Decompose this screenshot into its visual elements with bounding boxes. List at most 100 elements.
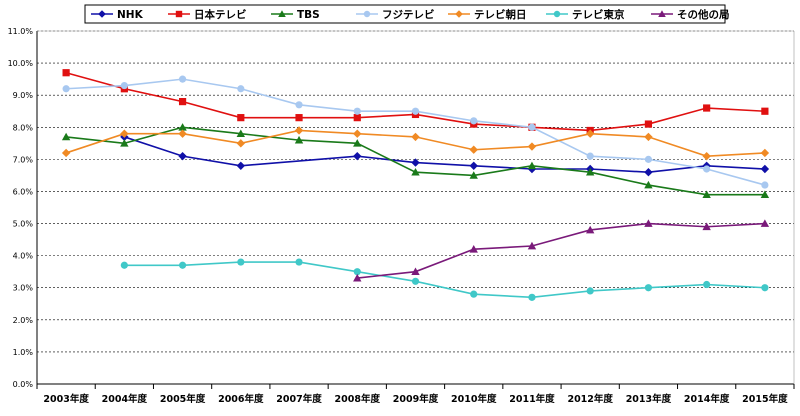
x-tick-label: 2003年度 <box>43 393 89 405</box>
series-group-3 <box>62 75 769 189</box>
legend-swatch-marker <box>658 10 666 18</box>
data-point-5-12 <box>761 284 769 292</box>
data-point-4-10 <box>644 132 653 142</box>
legend-label: その他の局 <box>677 8 730 21</box>
data-point-3-10 <box>644 155 653 163</box>
data-point-3-8 <box>528 123 536 131</box>
data-point-2-7 <box>469 171 478 179</box>
legend-box <box>84 4 726 24</box>
data-point-6-9 <box>585 225 595 234</box>
data-point-2-2 <box>178 123 187 131</box>
data-point-3-9 <box>586 152 594 160</box>
data-point-3-12 <box>761 181 769 189</box>
data-point-2-5 <box>353 139 362 147</box>
data-point-5-2 <box>178 261 187 269</box>
data-point-3-4 <box>295 101 303 109</box>
data-point-4-1 <box>120 129 129 138</box>
data-point-5-7 <box>470 290 478 298</box>
series-group-4 <box>61 126 770 161</box>
axes: 0.0% 1.0% 2.0% 3.0% 4.0% 5.0% 6.0% 7.0% 8.0% 9.0%… <box>8 27 795 405</box>
data-point-1-3 <box>237 114 245 122</box>
data-point-4-7 <box>469 145 478 154</box>
data-point-6-12 <box>760 219 770 227</box>
legend-item-2: TBS <box>271 9 320 21</box>
x-tick-label: 2011年度 <box>509 393 555 405</box>
y-tick-label: 9.0% <box>13 91 34 100</box>
data-point-6-5 <box>353 273 362 282</box>
legend-label: 日本テレビ <box>194 8 247 21</box>
data-point-3-6 <box>411 107 420 115</box>
series-group-6 <box>353 219 770 282</box>
legend-item-5: テレビ東京 <box>546 8 625 21</box>
data-point-2-12 <box>760 190 770 199</box>
y-tick-label: 6.0% <box>13 187 34 196</box>
data-point-3-11 <box>703 165 711 173</box>
series-line-6 <box>357 222 765 279</box>
y-tick-label: 10.0% <box>8 59 34 68</box>
data-point-4-8 <box>527 142 537 151</box>
x-tick-label: 2012年度 <box>567 393 613 405</box>
data-point-2-8 <box>527 161 537 170</box>
data-point-5-3 <box>237 258 245 266</box>
data-point-4-11 <box>702 151 711 161</box>
y-tick-label: 8.0% <box>13 123 34 132</box>
y-tick-label: 3.0% <box>13 284 34 293</box>
data-point-4-5 <box>353 129 362 138</box>
legend-label: NHK <box>117 9 144 21</box>
y-tick-label: 7.0% <box>13 155 34 164</box>
data-point-6-10 <box>644 219 653 227</box>
series-lines <box>61 69 770 301</box>
data-point-3-3 <box>237 85 245 93</box>
x-tick-label: 2009年度 <box>393 393 439 405</box>
legend-item-0: NHK <box>91 9 144 21</box>
data-point-4-3 <box>236 139 246 148</box>
data-point-0-2 <box>178 151 187 161</box>
data-point-4-2 <box>178 129 187 138</box>
y-tick-label: 0.0% <box>13 380 34 389</box>
data-point-5-10 <box>644 284 653 292</box>
data-point-3-0 <box>62 85 70 93</box>
data-point-6-8 <box>527 241 537 250</box>
data-point-6-6 <box>411 267 420 276</box>
data-point-0-10 <box>644 168 653 177</box>
data-point-5-6 <box>411 277 420 285</box>
y-tick-label: 2.0% <box>13 316 34 325</box>
data-point-5-11 <box>703 280 711 289</box>
data-point-4-12 <box>760 148 770 158</box>
legend-label: テレビ朝日 <box>474 8 527 21</box>
data-point-3-1 <box>120 81 128 90</box>
legend-swatch-marker <box>455 10 463 18</box>
data-point-6-7 <box>469 245 478 253</box>
data-point-0-6 <box>411 158 420 167</box>
legend-item-4: テレビ朝日 <box>448 8 527 21</box>
x-tick-label: 2010年度 <box>451 393 497 405</box>
data-point-6-11 <box>702 222 711 231</box>
data-point-0-7 <box>469 161 478 170</box>
legend-swatch-marker <box>553 10 561 18</box>
data-point-4-6 <box>411 132 420 142</box>
legend-label: テレビ東京 <box>572 8 625 21</box>
data-point-4-4 <box>294 126 304 135</box>
y-tick-label: 5.0% <box>13 220 34 229</box>
legend-item-3: フジテレビ <box>356 8 435 21</box>
x-tick-label: 2004年度 <box>102 393 148 405</box>
data-point-1-11 <box>703 104 711 112</box>
legend-swatch-marker <box>363 10 371 18</box>
data-point-1-12 <box>761 107 769 115</box>
data-point-0-12 <box>760 164 770 174</box>
series-group-2 <box>61 123 770 199</box>
x-tick-label: 2013年度 <box>626 393 672 405</box>
data-point-0-5 <box>353 151 362 161</box>
x-tick-label: 2006年度 <box>218 393 264 405</box>
legend-swatch-marker <box>278 10 286 18</box>
data-point-4-0 <box>61 148 71 158</box>
data-point-1-10 <box>644 120 653 128</box>
y-tick-label: 11.0% <box>8 27 34 36</box>
data-point-5-1 <box>120 261 128 269</box>
data-point-4-9 <box>585 129 595 138</box>
data-point-1-0 <box>62 69 70 77</box>
y-tick-label: 1.0% <box>13 348 34 357</box>
data-point-3-2 <box>178 75 187 83</box>
